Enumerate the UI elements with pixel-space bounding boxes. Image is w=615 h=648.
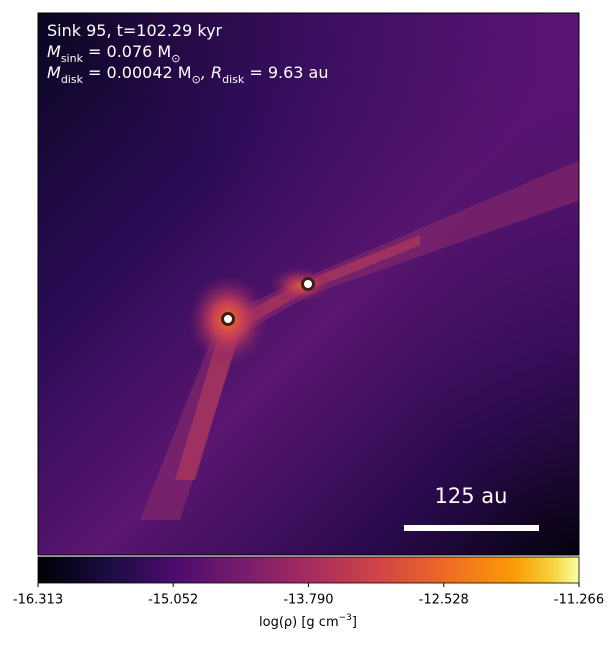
annotation-line: Msink = 0.076 M⊙	[47, 42, 180, 65]
text: M	[47, 63, 61, 82]
colorbar	[37, 556, 580, 584]
sink-marker	[221, 312, 235, 326]
text: M	[47, 42, 61, 61]
tick-label: -16.313	[13, 593, 63, 608]
text: = 0.00042 M	[83, 63, 192, 82]
subscript: disk	[61, 73, 84, 86]
annotation-line: Mdisk = 0.00042 M⊙, Rdisk = 9.63 au	[47, 63, 328, 86]
scale-bar	[404, 525, 539, 531]
tick-label: -11.266	[554, 593, 604, 608]
text: = 0.076 M	[83, 42, 171, 61]
superscript: −3	[339, 613, 352, 623]
annotation-line: Sink 95, t=102.29 kyr	[47, 21, 223, 40]
text: , R	[201, 63, 222, 82]
subscript: ⊙	[171, 52, 180, 65]
scale-bar-label: 125 au	[435, 484, 508, 508]
tick-label: -13.790	[283, 593, 333, 608]
subscript: ⊙	[192, 73, 201, 86]
colorbar-axis: -16.313 -15.052 -13.790 -12.528 -11.266	[13, 583, 604, 608]
subscript: disk	[222, 73, 245, 86]
text: log(ρ) [g cm	[259, 615, 339, 630]
subscript: sink	[61, 52, 84, 65]
frame	[37, 12, 580, 556]
colorbar-label: log(ρ) [g cm−3]	[259, 613, 357, 630]
tick-label: -15.052	[148, 593, 198, 608]
tick-label: -12.528	[419, 593, 469, 608]
text: = 9.63 au	[244, 63, 328, 82]
text: Sink 95, t=102.29 kyr	[47, 21, 223, 40]
sink-marker	[301, 277, 315, 291]
text: ]	[352, 615, 357, 630]
